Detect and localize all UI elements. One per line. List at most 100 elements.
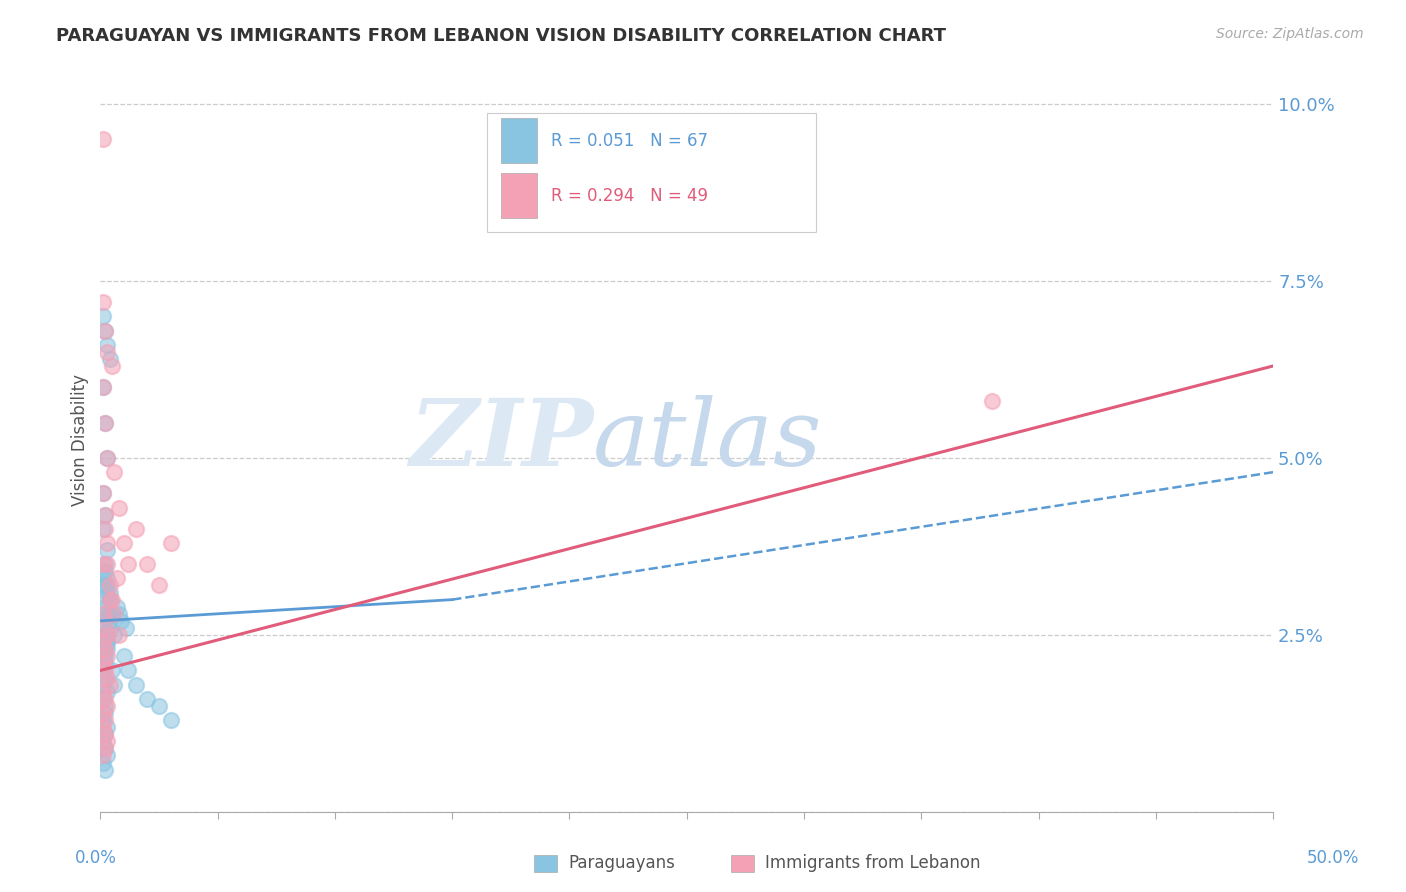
Point [96, 543, 118, 558]
Point [91, 748, 114, 763]
Point [91, 132, 114, 146]
Point [94, 664, 117, 678]
Point [101, 607, 124, 621]
Point [94, 698, 117, 713]
Point [96, 734, 118, 748]
Point [91, 380, 114, 394]
Point [94, 628, 117, 642]
Text: PARAGUAYAN VS IMMIGRANTS FROM LEBANON VISION DISABILITY CORRELATION CHART: PARAGUAYAN VS IMMIGRANTS FROM LEBANON VI… [56, 27, 946, 45]
Point [112, 649, 135, 664]
Point [96, 607, 118, 621]
Text: Immigrants from Lebanon: Immigrants from Lebanon [765, 855, 980, 872]
Point [96, 635, 118, 649]
Text: ZIP: ZIP [409, 395, 593, 485]
Point [94, 741, 117, 756]
Point [148, 578, 170, 592]
Point [94, 416, 117, 430]
Point [94, 324, 117, 338]
Point [96, 571, 118, 585]
Text: R = 0.294   N = 49: R = 0.294 N = 49 [551, 186, 707, 204]
Point [94, 558, 117, 572]
Point [96, 628, 118, 642]
Point [96, 450, 118, 465]
Point [94, 416, 117, 430]
Point [101, 664, 124, 678]
Point [159, 713, 181, 727]
Point [94, 657, 117, 671]
Point [98, 592, 121, 607]
Point [124, 677, 146, 691]
Point [91, 380, 114, 394]
Point [96, 642, 118, 657]
Point [94, 713, 117, 727]
Point [96, 748, 118, 763]
Point [94, 599, 117, 614]
Text: Source: ZipAtlas.com: Source: ZipAtlas.com [1216, 27, 1364, 41]
Point [96, 558, 118, 572]
Point [91, 295, 114, 310]
Point [108, 500, 131, 515]
Point [96, 536, 118, 550]
Point [94, 508, 117, 522]
Text: Paraguayans: Paraguayans [568, 855, 675, 872]
Text: 50.0%: 50.0% [1306, 849, 1360, 867]
Point [136, 558, 159, 572]
Point [98, 351, 121, 366]
Point [980, 394, 1002, 409]
Point [91, 706, 114, 720]
Point [94, 522, 117, 536]
Point [96, 578, 118, 592]
Point [94, 741, 117, 756]
Point [91, 486, 114, 500]
Point [91, 522, 114, 536]
Point [94, 642, 117, 657]
Point [94, 649, 117, 664]
Point [91, 684, 114, 698]
Point [96, 585, 118, 599]
Point [91, 628, 114, 642]
Point [98, 614, 121, 628]
Point [94, 763, 117, 777]
Point [94, 706, 117, 720]
Point [115, 621, 138, 635]
Point [94, 691, 117, 706]
Point [108, 628, 131, 642]
Text: 0.0%: 0.0% [75, 849, 117, 867]
Point [91, 664, 114, 678]
Point [98, 607, 121, 621]
Point [124, 522, 146, 536]
Point [91, 649, 114, 664]
Point [91, 677, 114, 691]
FancyBboxPatch shape [502, 173, 537, 218]
Point [91, 756, 114, 770]
FancyBboxPatch shape [502, 119, 537, 163]
Point [91, 310, 114, 324]
Point [98, 578, 121, 592]
Point [96, 684, 118, 698]
Point [98, 592, 121, 607]
Text: atlas: atlas [593, 395, 823, 485]
Point [98, 585, 121, 599]
Point [94, 614, 117, 628]
Point [96, 698, 118, 713]
Point [91, 486, 114, 500]
Point [159, 536, 181, 550]
Point [98, 677, 121, 691]
Point [94, 727, 117, 741]
Point [103, 465, 125, 479]
Point [96, 450, 118, 465]
Point [91, 657, 114, 671]
Point [94, 727, 117, 741]
Point [91, 691, 114, 706]
Point [101, 592, 124, 607]
Point [96, 671, 118, 685]
Point [148, 698, 170, 713]
Point [94, 564, 117, 578]
Point [103, 607, 125, 621]
Point [108, 607, 131, 621]
Point [117, 558, 139, 572]
Point [91, 558, 114, 572]
Point [105, 599, 128, 614]
Y-axis label: Vision Disability: Vision Disability [72, 375, 89, 507]
Point [91, 734, 114, 748]
